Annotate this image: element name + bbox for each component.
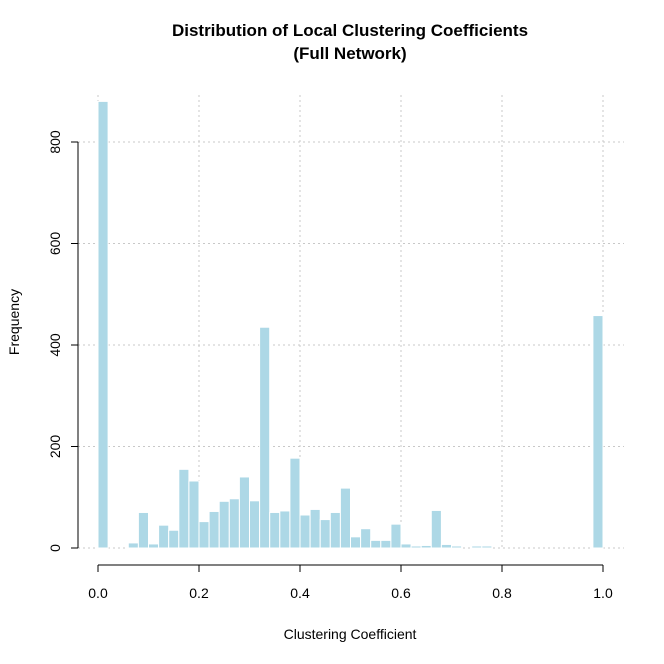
x-tick-label: 0.0: [88, 585, 108, 601]
histogram-bar: [198, 521, 210, 549]
histogram-bar: [299, 514, 311, 549]
histogram-bar: [249, 500, 261, 549]
x-tick-label: 0.4: [290, 585, 310, 601]
histogram-bar: [420, 544, 432, 549]
histogram-bar: [400, 543, 412, 549]
histogram-bar: [289, 457, 301, 549]
x-axis-label: Clustering Coefficient: [284, 626, 417, 642]
histogram-bar: [158, 524, 170, 549]
histogram-bar: [471, 545, 483, 549]
histogram-bar: [97, 100, 109, 549]
histogram-bar: [279, 510, 291, 549]
y-axis-label: Frequency: [6, 289, 22, 355]
histogram-bars: [97, 100, 604, 549]
x-tick-label: 0.2: [189, 585, 209, 601]
y-tick-label: 400: [47, 333, 63, 357]
histogram-bar: [592, 315, 604, 549]
y-tick-label: 0: [47, 544, 63, 552]
histogram-bar: [380, 539, 392, 549]
histogram-bar: [451, 545, 463, 549]
histogram-bar: [269, 511, 281, 549]
histogram-bar: [127, 542, 139, 549]
histogram-bar: [430, 509, 442, 549]
chart-title: Distribution of Local Clustering Coeffic…: [172, 21, 528, 40]
histogram-bar: [390, 523, 402, 549]
histogram-bar: [238, 476, 250, 549]
histogram-bar: [228, 498, 240, 549]
histogram-bar: [329, 511, 341, 549]
histogram-bar: [440, 543, 452, 549]
chart-subtitle: (Full Network): [293, 44, 406, 63]
histogram-bar: [148, 543, 160, 549]
y-axis: 0 200 400 600 800: [47, 130, 79, 552]
grid-lines: [78, 95, 624, 550]
histogram-bar: [188, 480, 200, 549]
histogram-bar: [360, 528, 372, 549]
histogram-bar: [168, 529, 180, 549]
histogram-bar: [178, 468, 190, 549]
histogram-bar: [319, 519, 331, 549]
histogram-bar: [137, 511, 149, 549]
histogram-bar: [350, 536, 362, 549]
y-tick-label: 600: [47, 232, 63, 256]
y-tick-label: 200: [47, 435, 63, 459]
histogram-bar: [410, 545, 422, 549]
histogram-bar: [481, 545, 493, 549]
x-tick-label: 0.8: [492, 585, 512, 601]
histogram-bar: [339, 487, 351, 549]
x-tick-label: 1.0: [593, 585, 613, 601]
x-axis: 0.0 0.2 0.4 0.6 0.8 1.0: [88, 564, 613, 601]
histogram-bar: [259, 326, 271, 549]
histogram-bar: [370, 539, 382, 549]
histogram-bar: [218, 500, 230, 549]
x-tick-label: 0.6: [391, 585, 411, 601]
histogram-bar: [309, 508, 321, 549]
y-tick-label: 800: [47, 130, 63, 154]
histogram-bar: [208, 510, 220, 549]
